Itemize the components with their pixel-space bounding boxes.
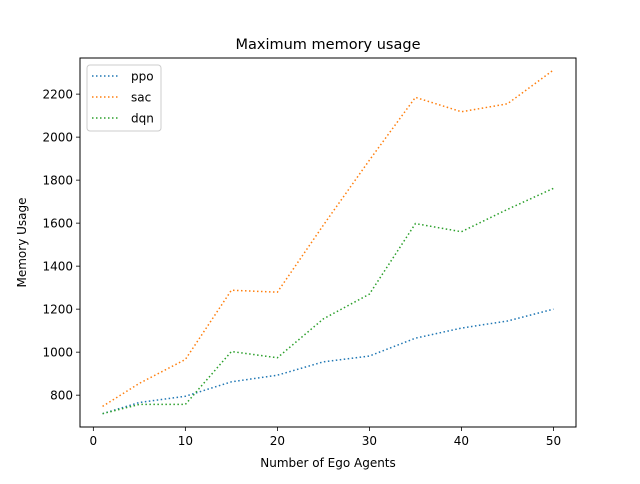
legend-label-dqn: dqn — [131, 111, 154, 125]
y-tick-label: 800 — [50, 388, 73, 402]
series-line-dqn — [102, 187, 554, 415]
y-tick-label: 1800 — [42, 173, 73, 187]
series-line-ppo — [102, 308, 554, 415]
x-axis-ticks: 0 10 20 30 40 50 — [90, 427, 561, 448]
legend-box — [86, 64, 162, 132]
y-tick-label: 2000 — [42, 130, 73, 144]
y-tick-label: 1600 — [42, 216, 73, 230]
legend-label-ppo: ppo — [131, 69, 154, 83]
x-tick-label: 10 — [178, 434, 193, 448]
legend-label-sac: sac — [131, 90, 151, 104]
x-tick-label: 40 — [454, 434, 469, 448]
legend: ppo sac dqn — [86, 64, 162, 132]
plot-lines — [102, 69, 554, 415]
y-tick-label: 1200 — [42, 302, 73, 316]
chart-title: Maximum memory usage — [235, 37, 420, 53]
x-tick-label: 50 — [546, 434, 561, 448]
x-tick-label: 0 — [90, 434, 98, 448]
y-tick-label: 1000 — [42, 345, 73, 359]
x-axis-label: Number of Ego Agents — [260, 456, 396, 470]
y-tick-label: 1400 — [42, 259, 73, 273]
y-tick-label: 2200 — [42, 87, 73, 101]
x-tick-label: 30 — [362, 434, 377, 448]
x-tick-label: 20 — [270, 434, 285, 448]
plot-area-frame — [79, 57, 577, 428]
legend-entries: ppo sac dqn — [92, 69, 154, 125]
y-axis-ticks: 800 1000 1200 1400 1600 1800 2000 2200 — [42, 87, 80, 402]
y-axis-label: Memory Usage — [15, 197, 29, 287]
